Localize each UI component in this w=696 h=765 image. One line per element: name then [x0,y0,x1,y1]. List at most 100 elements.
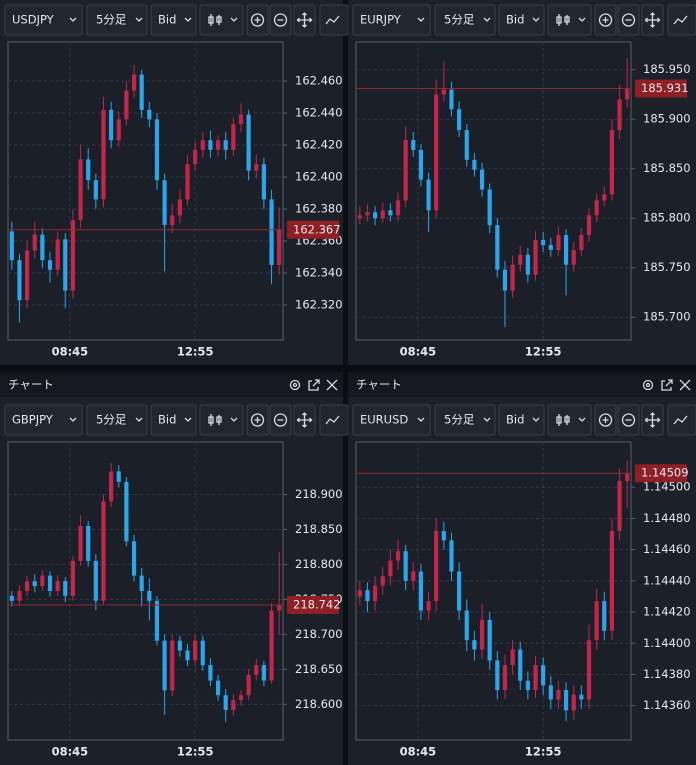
price-type-dropdown[interactable]: Bid [498,404,545,436]
dropdown-chevron [578,417,586,422]
settings-button[interactable] [289,379,301,391]
pan-button[interactable] [293,4,316,36]
timeframe-label: 5分足 [444,413,475,427]
candle-body [563,690,569,711]
candle-body [403,140,408,201]
button-frame [150,404,197,436]
timeframe-dropdown[interactable]: 5分足 [434,4,496,36]
chart-style-dropdown[interactable] [547,4,592,36]
button-frame [434,404,496,436]
zoom-in-plus [602,17,609,23]
candle-body [24,250,30,301]
y-tick-label: 1.14380 [643,667,691,681]
price-type-dropdown[interactable]: Bid [150,404,197,436]
pan-button[interactable] [641,4,664,36]
candle-body [571,694,576,711]
candle-body [357,215,362,219]
candle-body [411,140,416,150]
symbol-dropdown[interactable]: GBPJPY [4,404,83,436]
dropdown-chevron [69,417,77,422]
settings-button[interactable] [642,379,654,391]
zoom-out-button[interactable] [617,404,640,436]
candle-body [78,159,83,221]
chart-style-dropdown[interactable] [547,404,592,436]
drawing-tool-button[interactable] [667,4,696,36]
candle-body [124,90,129,120]
y-tick-label: 1.14400 [643,636,691,650]
button-frame [352,404,431,436]
candle-body [254,164,259,171]
current-price-box [287,595,339,614]
candle-body [579,235,584,250]
pan-button[interactable] [641,404,664,436]
popout-button[interactable] [308,379,320,391]
drawing-tool-button[interactable] [667,404,696,436]
pan-icon [296,12,313,28]
price-type-label: Bid [158,413,176,427]
chart-panel: チャート EURUSD 5分足 Bid 1.14360 1.14380 1.14400 1.1… [348,372,696,765]
candle-body [556,235,561,250]
settings-icon-center [645,382,651,388]
timeframe-dropdown[interactable]: 5分足 [86,4,148,36]
candle-body [277,604,282,611]
popout-icon [661,379,673,391]
x-tick-label: 12:55 [525,345,562,359]
zoom-in-button[interactable] [594,404,617,436]
timeframe-dropdown[interactable]: 5分足 [86,404,148,436]
symbol-dropdown[interactable]: USDJPY [4,4,83,36]
candle-body [479,619,485,650]
symbol-dropdown[interactable]: EURJPY [352,4,431,36]
candle-body [116,471,121,482]
dropdown-chevron [483,417,491,422]
chart-style-dropdown[interactable] [199,404,244,436]
dropdown-chevron [230,417,238,422]
candle-body [193,149,198,165]
y-tick-label: 162.340 [295,265,343,279]
drawing-tool-button[interactable] [319,4,349,36]
zoom-in-button[interactable] [246,4,269,36]
zoom-out-button[interactable] [269,4,292,36]
zoom-in-plus [254,17,261,23]
chart-style-dropdown[interactable] [199,4,244,36]
price-type-dropdown[interactable]: Bid [150,4,197,36]
zoom-out-button[interactable] [617,4,640,36]
y-tick-label: 162.400 [295,170,343,184]
candle-body [533,665,538,691]
button-frame [4,4,83,36]
settings-icon [289,379,301,391]
zoom-in-button[interactable] [246,404,269,436]
symbol-label: EURJPY [360,13,402,27]
panel-header [0,372,343,397]
candle-body [472,640,477,650]
candle-body [131,74,137,91]
zoom-out-icon [621,13,636,27]
pan-icon [644,12,661,28]
candle-body [78,525,83,561]
candle-icon [556,414,570,426]
candle-body [365,590,370,602]
pan-button[interactable] [293,404,316,436]
timeframe-dropdown[interactable]: 5分足 [434,404,496,436]
y-tick-label: 218.900 [295,487,343,501]
zoom-out-button[interactable] [269,404,292,436]
candle-body [594,200,599,216]
zoom-in-button[interactable] [594,4,617,36]
current-price-label: 1.14509 [641,466,689,480]
symbol-dropdown[interactable]: EURUSD [352,404,431,436]
button-frame [667,404,696,436]
button-frame [319,4,349,36]
candle-body [109,109,114,141]
close-icon [326,379,338,391]
popout-button[interactable] [661,379,673,391]
candle-body [495,225,500,270]
close-button[interactable] [679,379,691,391]
drawing-tool-button[interactable] [319,404,349,436]
candle-body [147,591,152,601]
close-button[interactable] [326,379,338,391]
candle-body [208,140,213,150]
zoom-out-icon [273,13,288,27]
y-tick-label: 185.800 [643,211,691,225]
candle-body [372,212,378,219]
candle-body [124,481,129,542]
price-type-dropdown[interactable]: Bid [498,4,545,36]
